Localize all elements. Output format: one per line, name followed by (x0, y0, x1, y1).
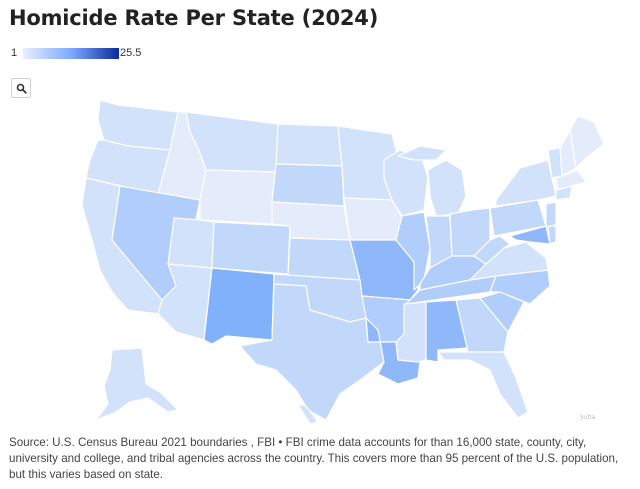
state-sd[interactable] (271, 163, 345, 207)
state-wv[interactable] (473, 235, 511, 265)
state-mi[interactable] (427, 159, 467, 217)
legend-max: 25.5 (120, 47, 142, 59)
state-ks[interactable] (287, 237, 361, 281)
legend-gradient-bar (23, 48, 119, 59)
state-de[interactable] (547, 225, 557, 245)
svg-text:Sutla: Sutla (580, 414, 596, 420)
us-map (81, 99, 605, 425)
state-mi-up[interactable] (397, 145, 447, 161)
state-wy[interactable] (199, 169, 277, 225)
state-tx[interactable] (239, 283, 385, 421)
state-ga[interactable] (455, 297, 509, 353)
state-nj[interactable] (545, 201, 557, 231)
state-nd[interactable] (275, 123, 343, 167)
state-co[interactable] (211, 221, 291, 275)
state-ct[interactable] (555, 185, 573, 201)
state-ma[interactable] (555, 169, 587, 191)
state-ny[interactable] (495, 159, 557, 207)
state-ia[interactable] (343, 197, 403, 241)
state-ak[interactable] (95, 347, 179, 421)
source-note: Source: U.S. Census Bureau 2021 boundari… (9, 436, 619, 481)
legend-min: 1 (11, 47, 18, 59)
state-md[interactable] (509, 225, 551, 245)
search-icon (16, 83, 27, 94)
state-ut[interactable] (167, 217, 215, 269)
state-nm[interactable] (203, 267, 275, 345)
map-attribution-logo: Sutla (580, 414, 596, 420)
state-hi[interactable] (297, 403, 319, 425)
state-il[interactable] (395, 211, 431, 291)
search-button[interactable] (11, 78, 31, 98)
state-me[interactable] (569, 115, 605, 169)
page-title: Homicide Rate Per State (2024) (9, 6, 379, 30)
state-fl[interactable] (437, 351, 529, 419)
